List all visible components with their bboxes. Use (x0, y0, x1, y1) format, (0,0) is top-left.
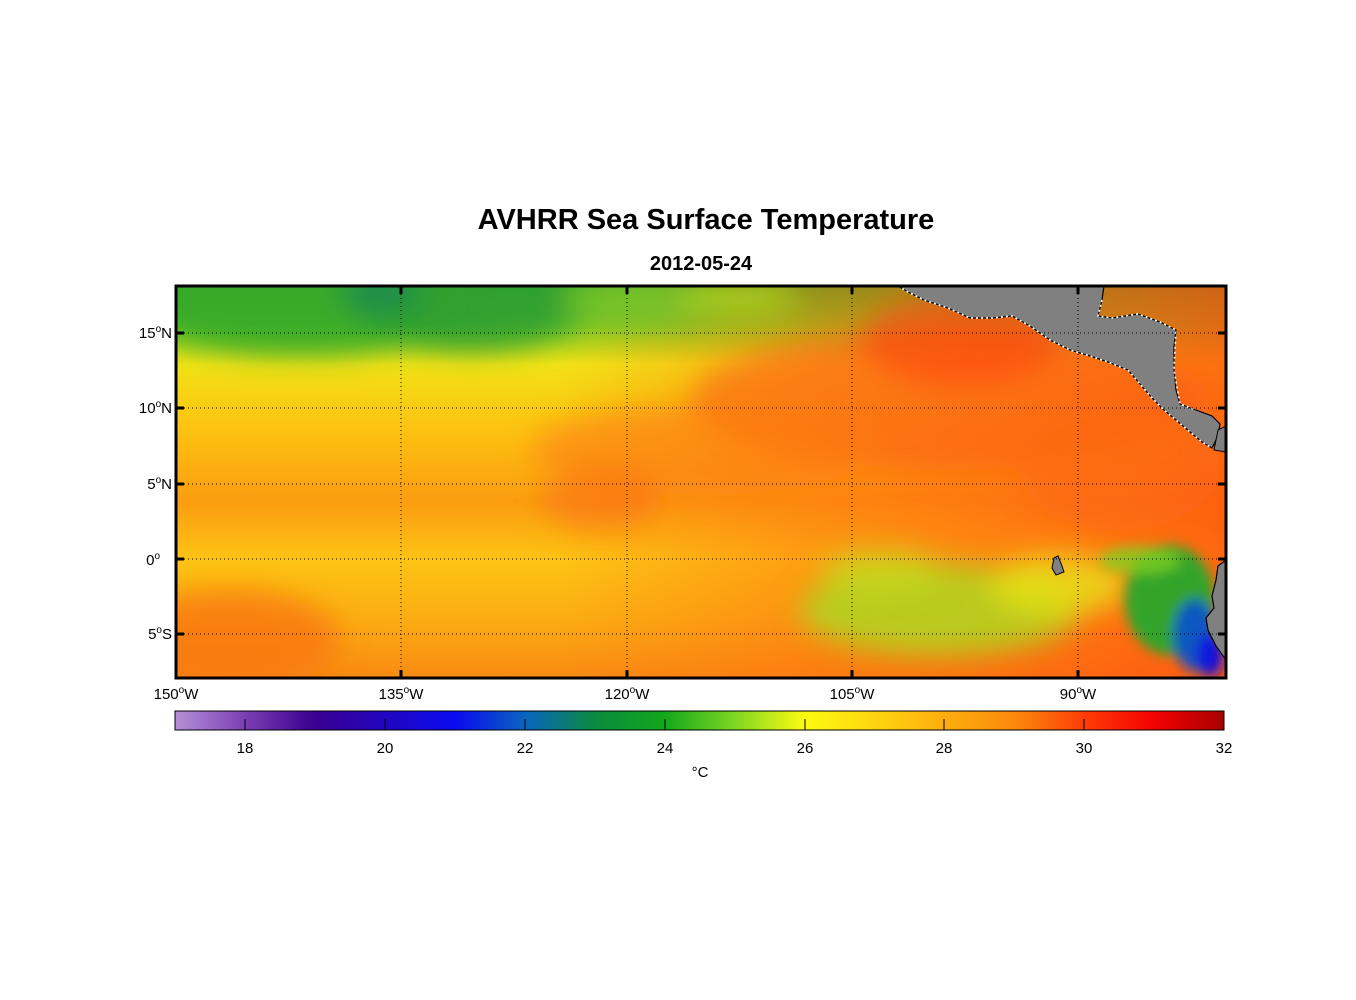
colorbar-label-26: 26 (796, 740, 814, 757)
land-galapagos (1051, 555, 1065, 576)
map-title: AVHRR Sea Surface Temperature (477, 204, 935, 236)
sst-field (176, 286, 1226, 678)
lon-label-120w: 120oW (604, 685, 650, 703)
lat-label-5s: 5oS (148, 625, 172, 643)
lat-label-15n: 15oN (138, 324, 172, 342)
colorbar-unit: °C (691, 764, 709, 781)
colorbar-label-30: 30 (1075, 740, 1093, 757)
colorbar-label-32: 32 (1215, 740, 1233, 757)
lon-label-105w: 105oW (829, 685, 875, 703)
map-frame (174, 284, 1228, 680)
coastline-dashes (897, 286, 1213, 449)
colorbar-label-22: 22 (516, 740, 534, 757)
map-subtitle: 2012-05-24 (649, 253, 753, 275)
colorbar-label-18: 18 (236, 740, 254, 757)
colorbar (174, 710, 1225, 731)
lon-label-150w: 150oW (153, 685, 199, 703)
lat-label-10n: 10oN (138, 399, 172, 417)
lon-label-90w: 90oW (1059, 685, 1097, 703)
gridlines (176, 286, 1226, 678)
lat-label-5n: 5oN (147, 475, 172, 493)
colorbar-label-28: 28 (935, 740, 953, 757)
land-panama (1213, 425, 1226, 453)
colorbar-ticks (244, 719, 1085, 730)
colorbar-label-20: 20 (376, 740, 394, 757)
lat-label-0: 0o (146, 551, 160, 569)
colorbar-label-24: 24 (656, 740, 674, 757)
lon-label-135w: 135oW (378, 685, 424, 703)
